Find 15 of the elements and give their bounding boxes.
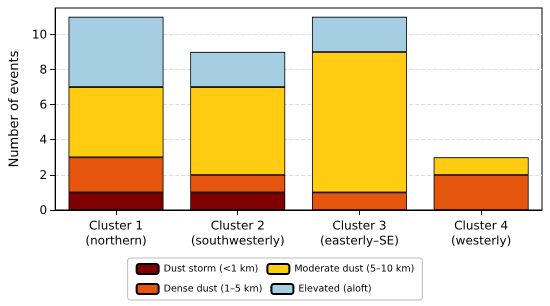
x-tick-label: Cluster 4 (westerly) <box>451 218 512 248</box>
y-tick-label: 0 <box>40 203 48 217</box>
y-axis-title: Number of events <box>7 50 22 168</box>
y-tick-label: 6 <box>40 98 48 112</box>
legend-label: Moderate dust (5–10 km) <box>294 264 414 274</box>
y-tick-label: 4 <box>40 132 48 147</box>
x-tick-label: Cluster 1 (northern) <box>85 218 147 248</box>
y-tick-label: 2 <box>40 168 48 182</box>
legend-label: Dense dust (1–5 km) <box>164 284 262 294</box>
legend-label: Dust storm (<1 km) <box>164 264 258 274</box>
legend-label: Elevated (aloft) <box>298 284 372 294</box>
x-tick-label: Cluster 2 (southwesterly) <box>190 218 285 248</box>
x-tick-label: Cluster 3 (easterly–SE) <box>320 218 399 248</box>
y-tick-label: 8 <box>40 62 48 76</box>
y-tick-label: 10 <box>32 27 48 42</box>
